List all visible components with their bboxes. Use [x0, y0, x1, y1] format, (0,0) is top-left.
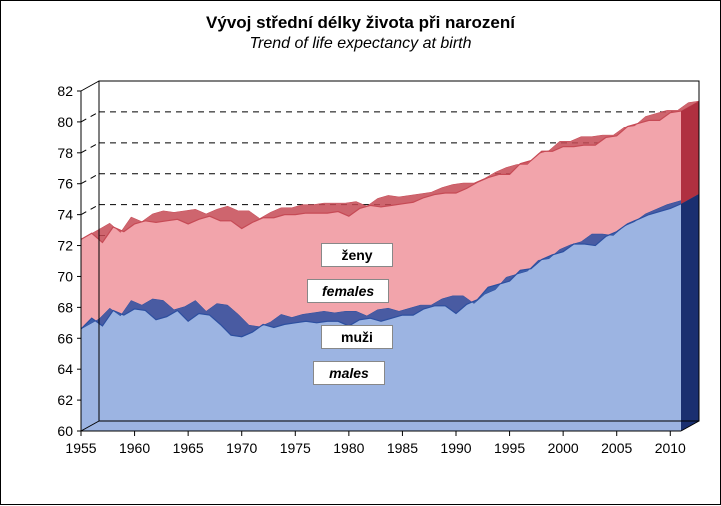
svg-text:2000: 2000 — [548, 440, 579, 456]
svg-text:1980: 1980 — [333, 440, 364, 456]
legend-females-cs: ženy — [321, 243, 393, 267]
svg-text:1985: 1985 — [387, 440, 418, 456]
svg-text:60: 60 — [57, 423, 73, 439]
svg-text:70: 70 — [57, 268, 73, 284]
chart-container: Vývoj střední délky života při narození … — [0, 0, 721, 505]
svg-text:76: 76 — [57, 176, 73, 192]
svg-text:62: 62 — [57, 392, 73, 408]
svg-text:1975: 1975 — [280, 440, 311, 456]
svg-text:68: 68 — [57, 299, 73, 315]
svg-text:64: 64 — [57, 361, 73, 377]
svg-text:74: 74 — [57, 207, 73, 223]
svg-text:72: 72 — [57, 238, 73, 254]
svg-text:1960: 1960 — [119, 440, 150, 456]
svg-text:80: 80 — [57, 114, 73, 130]
svg-text:82: 82 — [57, 83, 73, 99]
svg-text:66: 66 — [57, 330, 73, 346]
svg-text:1955: 1955 — [65, 440, 96, 456]
svg-text:1995: 1995 — [494, 440, 525, 456]
svg-text:1990: 1990 — [440, 440, 471, 456]
svg-text:2010: 2010 — [655, 440, 686, 456]
svg-text:1970: 1970 — [226, 440, 257, 456]
legend-females-en: females — [307, 279, 389, 303]
legend-males-cs: muži — [321, 325, 393, 349]
svg-text:2005: 2005 — [601, 440, 632, 456]
legend-males-en: males — [313, 361, 385, 385]
svg-text:78: 78 — [57, 145, 73, 161]
svg-text:1965: 1965 — [173, 440, 204, 456]
